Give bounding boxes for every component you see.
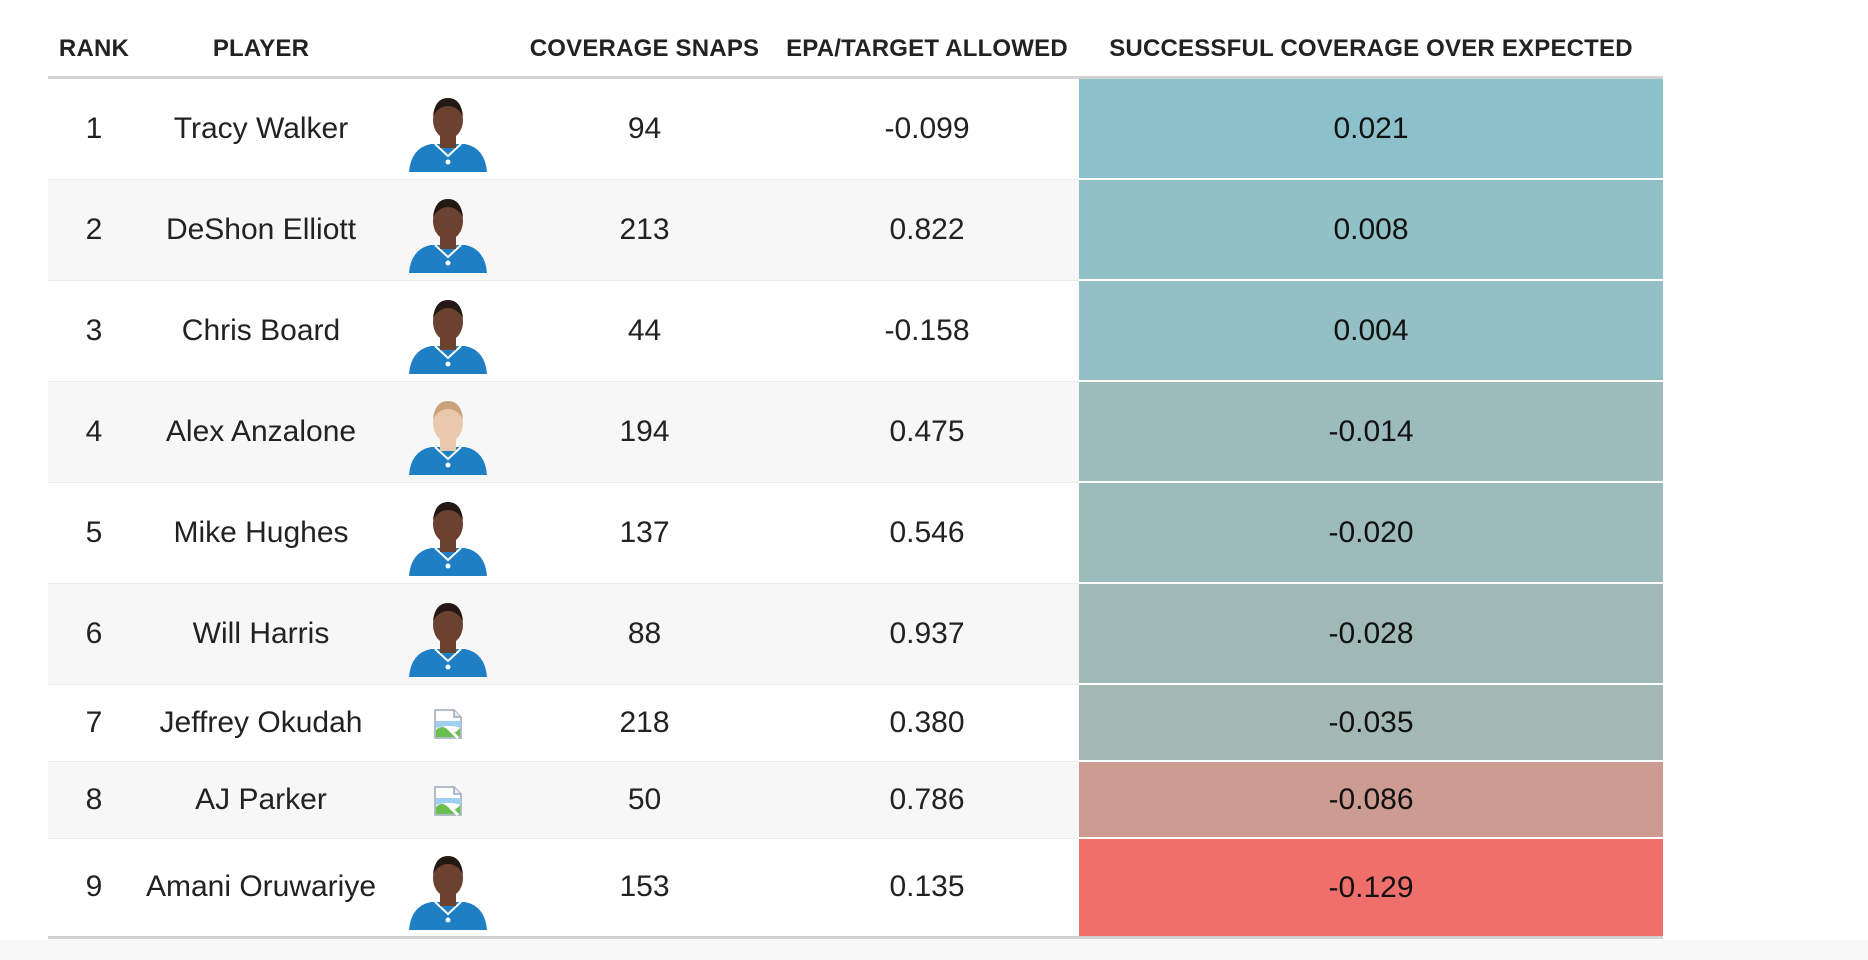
table-row: 9 Amani Oruwariye 153 0.135 -0.129 (48, 837, 1663, 939)
rank-cell: 2 (48, 178, 140, 280)
coverage-snaps-cell: 44 (514, 279, 775, 381)
coverage-snaps-cell: 94 (514, 77, 775, 179)
table-row: 4 Alex Anzalone 194 0.475 -0.014 (48, 380, 1663, 482)
table-row: 5 Mike Hughes 137 0.546 -0.020 (48, 481, 1663, 583)
rank-cell: 5 (48, 481, 140, 583)
player-headshot-image (405, 288, 491, 374)
player-headshot-image (405, 591, 491, 677)
epa-target-allowed-cell: 0.937 (775, 582, 1079, 684)
rank-cell: 6 (48, 582, 140, 684)
player-headshot-image (405, 86, 491, 172)
rank-cell: 3 (48, 279, 140, 381)
successful-coverage-over-expected-cell: 0.021 (1079, 76, 1663, 179)
column-header-coverage-snaps[interactable]: COVERAGE SNAPS (514, 22, 775, 79)
table-row: 6 Will Harris 88 0.937 -0.028 (48, 582, 1663, 684)
rank-cell: 7 (48, 683, 140, 761)
player-name-cell: Alex Anzalone (140, 380, 382, 482)
coverage-snaps-cell: 153 (514, 837, 775, 939)
table-row: 8 AJ Parker 50 0.786 -0.086 (48, 760, 1663, 838)
epa-target-allowed-cell: -0.158 (775, 279, 1079, 381)
successful-coverage-over-expected-cell: -0.028 (1079, 582, 1663, 684)
successful-coverage-over-expected-cell: 0.004 (1079, 279, 1663, 381)
player-headshot-image (405, 844, 491, 931)
player-headshot-image (405, 389, 491, 475)
player-headshot-image (405, 490, 491, 576)
epa-target-allowed-cell: 0.135 (775, 837, 1079, 939)
column-header-player[interactable]: PLAYER (140, 22, 382, 79)
rank-cell: 8 (48, 760, 140, 838)
coverage-snaps-cell: 137 (514, 481, 775, 583)
player-name-cell: Amani Oruwariye (140, 837, 382, 939)
table-row: 7 Jeffrey Okudah 218 0.380 -0.035 (48, 683, 1663, 761)
player-name-cell: AJ Parker (140, 760, 382, 838)
column-header-rank[interactable]: RANK (48, 22, 140, 79)
table-row: 1 Tracy Walker 94 -0.099 0.021 (48, 76, 1663, 179)
coverage-snaps-cell: 88 (514, 582, 775, 684)
table-body: 1 Tracy Walker 94 -0.099 0.021 2 DeShon Elliot… (48, 76, 1663, 939)
coverage-stats-table: RANK PLAYER COVERAGE SNAPS EPA/TARGET AL… (48, 22, 1663, 939)
epa-target-allowed-cell: 0.822 (775, 178, 1079, 280)
table-header: RANK PLAYER COVERAGE SNAPS EPA/TARGET AL… (48, 22, 1663, 79)
coverage-snaps-cell: 194 (514, 380, 775, 482)
player-headshot-cell (382, 582, 514, 684)
epa-target-allowed-cell: -0.099 (775, 77, 1079, 179)
player-name-cell: DeShon Elliott (140, 178, 382, 280)
coverage-snaps-cell: 213 (514, 178, 775, 280)
player-headshot-cell (382, 279, 514, 381)
page-bottom-band (0, 940, 1868, 960)
player-name-cell: Chris Board (140, 279, 382, 381)
successful-coverage-over-expected-cell: 0.008 (1079, 178, 1663, 280)
player-name-cell: Jeffrey Okudah (140, 683, 382, 761)
successful-coverage-over-expected-cell: -0.014 (1079, 380, 1663, 482)
player-headshot-image (405, 187, 491, 273)
table-row: 2 DeShon Elliott 213 0.822 0.008 (48, 178, 1663, 280)
epa-target-allowed-cell: 0.786 (775, 760, 1079, 838)
broken-image-icon (432, 708, 464, 740)
player-headshot-cell (382, 760, 514, 838)
rank-cell: 1 (48, 77, 140, 179)
epa-target-allowed-cell: 0.546 (775, 481, 1079, 583)
epa-target-allowed-cell: 0.380 (775, 683, 1079, 761)
successful-coverage-over-expected-cell: -0.086 (1079, 760, 1663, 838)
epa-target-allowed-cell: 0.475 (775, 380, 1079, 482)
player-headshot-cell (382, 380, 514, 482)
player-headshot-cell (382, 178, 514, 280)
player-headshot-cell (382, 683, 514, 761)
player-name-cell: Tracy Walker (140, 77, 382, 179)
coverage-snaps-cell: 50 (514, 760, 775, 838)
table-header-row: RANK PLAYER COVERAGE SNAPS EPA/TARGET AL… (48, 22, 1663, 79)
column-header-epa-target-allowed[interactable]: EPA/TARGET ALLOWED (775, 22, 1079, 79)
successful-coverage-over-expected-cell: -0.035 (1079, 683, 1663, 761)
column-header-successful-coverage-over-expected[interactable]: SUCCESSFUL COVERAGE OVER EXPECTED (1079, 22, 1663, 79)
player-headshot-cell (382, 77, 514, 179)
successful-coverage-over-expected-cell: -0.020 (1079, 481, 1663, 583)
table-row: 3 Chris Board 44 -0.158 0.004 (48, 279, 1663, 381)
rank-cell: 4 (48, 380, 140, 482)
column-header-headshot (382, 22, 514, 79)
player-headshot-cell (382, 837, 514, 939)
player-headshot-cell (382, 481, 514, 583)
player-name-cell: Will Harris (140, 582, 382, 684)
broken-image-icon (432, 785, 464, 817)
coverage-snaps-cell: 218 (514, 683, 775, 761)
player-name-cell: Mike Hughes (140, 481, 382, 583)
successful-coverage-over-expected-cell: -0.129 (1079, 837, 1663, 939)
rank-cell: 9 (48, 837, 140, 939)
